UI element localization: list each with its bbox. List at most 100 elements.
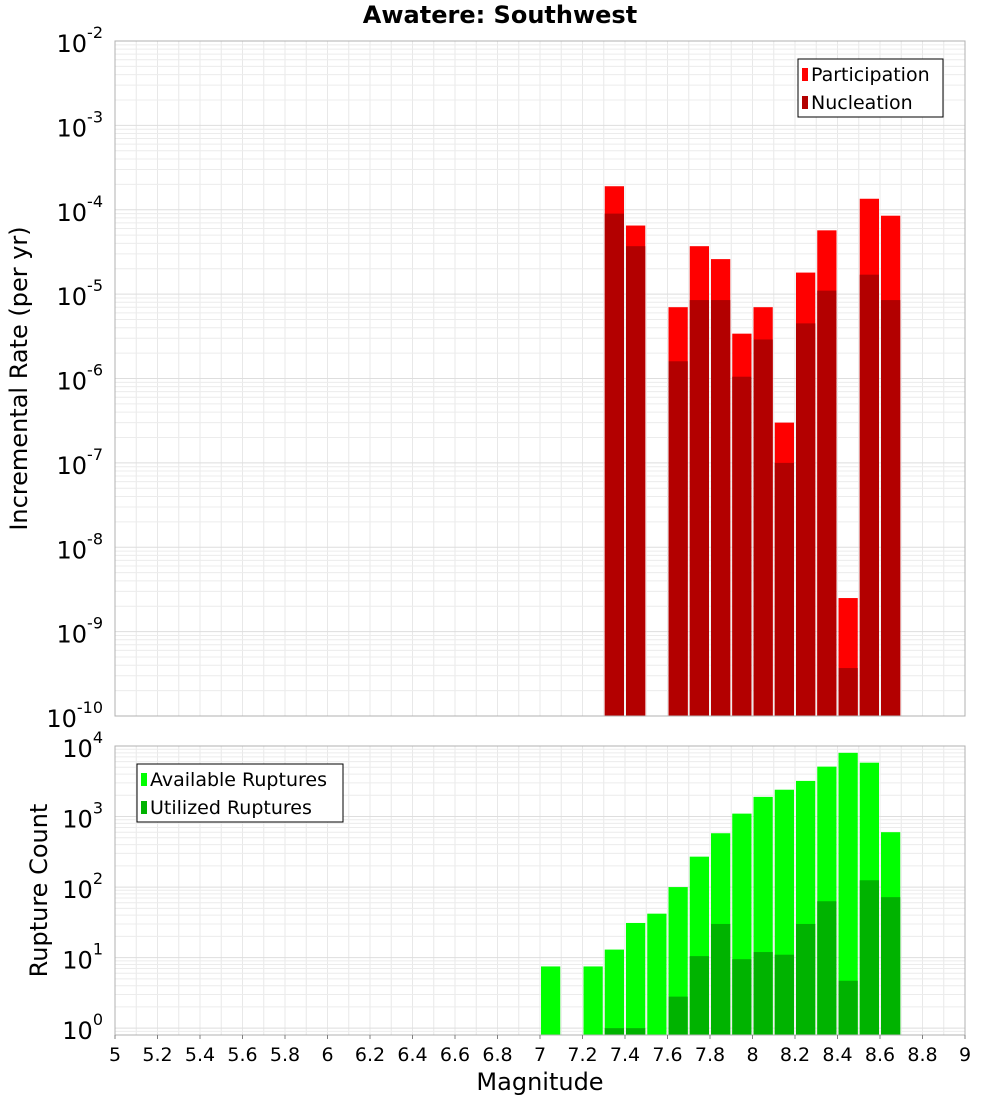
- y-tick-label: 10-4: [57, 192, 104, 227]
- bar: [859, 880, 879, 1035]
- y-tick-exponent: -3: [87, 107, 103, 126]
- y-tick-exponent: -7: [87, 445, 103, 464]
- y-tick-base: 10: [57, 536, 88, 564]
- chart-title: Awatere: Southwest: [363, 1, 637, 29]
- bar: [626, 1028, 646, 1035]
- bar: [626, 246, 646, 716]
- y-axis-label: Rupture Count: [25, 804, 53, 978]
- x-tick-label: 7.4: [610, 1044, 640, 1066]
- x-axis-label: Magnitude: [476, 1068, 603, 1096]
- y-tick-label: 10-2: [57, 23, 104, 58]
- series-nucleation: [604, 213, 901, 717]
- x-tick-label: 7.6: [652, 1044, 682, 1066]
- bar: [541, 966, 561, 1035]
- y-tick-base: 10: [62, 1017, 93, 1045]
- bar: [689, 956, 709, 1035]
- bar: [817, 901, 837, 1035]
- y-tick-exponent: 1: [93, 940, 103, 959]
- bar: [583, 966, 603, 1035]
- x-tick-label: 5.8: [270, 1044, 300, 1066]
- legend-swatch: [141, 801, 147, 814]
- legend-label: Utilized Ruptures: [150, 797, 312, 819]
- y-tick-label: 101: [62, 940, 103, 975]
- bar: [689, 300, 709, 716]
- y-tick-label: 10-10: [46, 698, 103, 733]
- y-tick-label: 10-8: [57, 529, 104, 564]
- axes-frame: [114, 40, 966, 717]
- bar: [817, 290, 837, 716]
- y-tick-label: 10-3: [57, 107, 104, 142]
- bar: [711, 300, 731, 716]
- x-tick-label: 8.6: [865, 1044, 895, 1066]
- x-tick-label: 5.2: [142, 1044, 172, 1066]
- bar: [881, 897, 901, 1035]
- y-tick-base: 10: [57, 199, 88, 227]
- bar: [668, 361, 688, 716]
- x-tick-label: 7.2: [567, 1044, 597, 1066]
- bar: [711, 923, 731, 1035]
- x-tick-label: 8.8: [907, 1044, 937, 1066]
- bar: [796, 323, 816, 716]
- x-tick-label: 7: [534, 1044, 546, 1066]
- legend-box: [797, 58, 944, 118]
- chart-panel-1: 10-1010-910-810-710-610-510-410-310-2Inc…: [5, 1, 966, 733]
- bar: [604, 949, 624, 1035]
- y-tick-base: 10: [57, 368, 88, 396]
- x-tick-label: 6.8: [482, 1044, 512, 1066]
- y-tick-exponent: -10: [77, 698, 103, 717]
- y-tick-exponent: 0: [93, 1010, 103, 1029]
- bar: [881, 300, 901, 716]
- y-tick-label: 102: [62, 869, 103, 904]
- y-axis-label: Incremental Rate (per yr): [5, 226, 33, 530]
- y-tick-exponent: 2: [93, 869, 103, 888]
- bar: [732, 959, 752, 1035]
- y-tick-label: 100: [62, 1010, 103, 1045]
- x-tick-label: 5.4: [185, 1044, 215, 1066]
- y-tick-exponent: -8: [87, 529, 103, 548]
- bar: [859, 274, 879, 716]
- y-tick-label: 10-9: [57, 614, 104, 649]
- bar: [774, 462, 794, 716]
- grid-lines: [114, 40, 966, 717]
- x-tick-label: 7.8: [695, 1044, 725, 1066]
- bar: [774, 954, 794, 1035]
- legend-swatch: [141, 773, 147, 786]
- x-tick-label: 8: [746, 1044, 758, 1066]
- y-tick-base: 10: [57, 452, 88, 480]
- y-tick-exponent: -2: [87, 23, 103, 42]
- bar: [838, 668, 858, 716]
- bar: [753, 339, 773, 716]
- y-tick-base: 10: [62, 806, 93, 834]
- x-tick-label: 9: [959, 1044, 971, 1066]
- legend-label: Nucleation: [811, 92, 913, 114]
- y-tick-base: 10: [57, 283, 88, 311]
- bar: [604, 1028, 624, 1035]
- y-tick-label: 10-6: [57, 361, 104, 396]
- x-tick-label: 5.6: [227, 1044, 257, 1066]
- legend-swatch: [802, 96, 808, 109]
- x-tick-label: 8.4: [822, 1044, 852, 1066]
- y-tick-exponent: -5: [87, 276, 103, 295]
- bar: [647, 913, 667, 1035]
- y-tick-base: 10: [57, 621, 88, 649]
- bar: [753, 952, 773, 1035]
- x-tick-label: 6.4: [397, 1044, 427, 1066]
- y-tick-exponent: -9: [87, 614, 103, 633]
- x-tick-label: 6.6: [440, 1044, 470, 1066]
- x-tick-label: 6.2: [355, 1044, 385, 1066]
- x-tick-label: 6: [321, 1044, 333, 1066]
- y-tick-base: 10: [62, 876, 93, 904]
- x-tick-label: 5: [109, 1044, 121, 1066]
- y-tick-base: 10: [57, 30, 88, 58]
- bar: [668, 996, 688, 1035]
- y-tick-base: 10: [62, 735, 93, 763]
- bar: [626, 922, 646, 1035]
- bar: [838, 980, 858, 1035]
- bar: [732, 376, 752, 716]
- legend: Participation Nucleation: [797, 58, 944, 118]
- y-tick-label: 10-7: [57, 445, 104, 480]
- y-tick-exponent: -6: [87, 361, 103, 380]
